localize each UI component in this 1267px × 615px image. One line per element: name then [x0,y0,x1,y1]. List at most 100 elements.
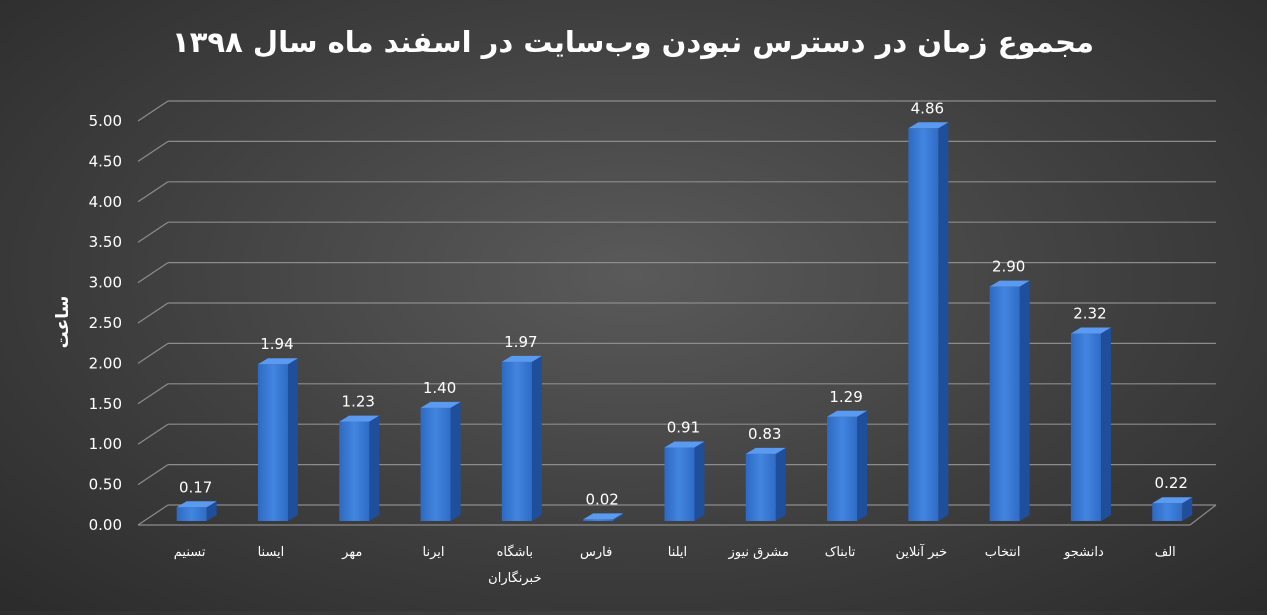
bar-top [1152,497,1193,504]
bar-side [450,401,461,521]
bar-front [583,519,614,521]
gridline-depth [137,262,169,284]
x-tick-label: مهر [341,545,362,560]
bar-top [339,415,380,422]
floor-edge-right [1189,504,1217,526]
data-label: 1.94 [260,335,293,353]
y-tick-label: 3.50 [89,233,122,251]
y-tick-label: 4.00 [89,193,122,211]
y-tick-label: 5.00 [89,112,122,130]
gridline-depth [137,140,169,162]
x-tick-label: خبر آنلاین [895,543,947,560]
bar [1152,497,1193,521]
bar [989,280,1030,521]
bar-front [501,361,532,521]
y-tick-label: 3.00 [89,274,122,292]
chart-title: مجموع زمان در دسترس نبودن وب‌سایت در اسف… [172,25,1094,59]
data-label: 1.29 [829,388,862,406]
bar-front [1070,333,1101,521]
bar [501,355,542,521]
bar-front [257,364,288,521]
bar [583,513,624,521]
bar [420,401,461,521]
x-tick-label: دانشجو [1063,545,1104,560]
bar-side [1100,327,1111,521]
bar [908,122,949,521]
y-tick-label: 0.50 [89,476,122,494]
gridline-depth [137,342,169,364]
bar-top [664,441,705,448]
bar-top [501,355,542,362]
bar-side [531,355,542,521]
x-tick-label: ایلنا [668,545,687,560]
bar-top [989,280,1030,287]
data-label: 1.97 [504,333,537,351]
data-label: 0.83 [748,425,781,443]
gridline-depth [137,383,169,405]
data-label: 0.91 [667,418,700,436]
bar [339,415,380,521]
x-tick-label: خبرنگاران [488,570,541,586]
x-tick-label: مشرق نیوز [728,545,790,560]
bar-side [857,410,868,521]
bar-side [1182,497,1193,521]
bar [1070,327,1111,521]
bar-front [827,416,858,521]
gridline-depth [137,464,169,486]
data-label: 0.02 [585,490,618,508]
bar [176,501,217,521]
y-axis-label: ساعت [53,296,73,349]
bar [827,410,868,521]
data-label: 2.32 [1073,305,1106,323]
bar-side [369,415,380,521]
data-label: 2.90 [992,258,1025,276]
bar-front [339,421,370,521]
bar-side [613,513,624,521]
gridline-depth [137,504,169,526]
bar-front [989,286,1020,521]
bar [257,358,298,521]
y-tick-label: 1.50 [89,395,122,413]
data-label: 1.40 [423,379,456,397]
gridline-depth [137,423,169,445]
bars [176,122,1193,521]
x-tick-label: ایرنا [423,545,445,560]
gridline-depth [137,181,169,203]
bar-top [176,501,217,508]
bar-front [745,453,776,521]
data-label: 0.22 [1155,474,1188,492]
y-axis-ticks: 0.00 0.50 1.00 1.50 2.00 2.50 3.00 3.50 4.00 4.50… [89,112,122,534]
y-tick-label: 1.00 [89,435,122,453]
bar-front [908,128,939,521]
x-tick-label: الف [1155,545,1176,560]
bar-top [908,122,949,129]
bar-side [1019,280,1030,521]
x-tick-label: باشگاه [497,544,533,560]
bar-side [206,501,217,521]
y-tick-label: 2.50 [89,314,122,332]
bar [664,441,705,521]
bar-side [938,122,949,521]
x-tick-label: ایسنا [258,545,285,560]
x-tick-label: فارس [580,545,612,560]
bar-top [257,358,298,365]
gridline-depth [137,221,169,243]
x-tick-label: انتخاب [985,545,1021,560]
data-label: 4.86 [911,99,944,117]
bar-side [287,358,298,521]
x-tick-label: تسنیم [174,545,206,560]
bar-top [1070,327,1111,334]
data-label: 1.23 [342,393,375,411]
data-labels: 0.17 1.94 1.23 1.40 1.97 0.02 0.91 0.83 1.29 4.86… [179,99,1188,508]
bar-front [664,447,695,521]
bar-side [775,447,786,521]
bar-top [745,447,786,454]
bar-front [420,407,451,521]
bar-front [1152,503,1183,521]
bar-top [420,401,461,408]
y-tick-label: 4.50 [89,152,122,170]
bar-side [694,441,705,521]
data-label: 0.17 [179,478,212,496]
